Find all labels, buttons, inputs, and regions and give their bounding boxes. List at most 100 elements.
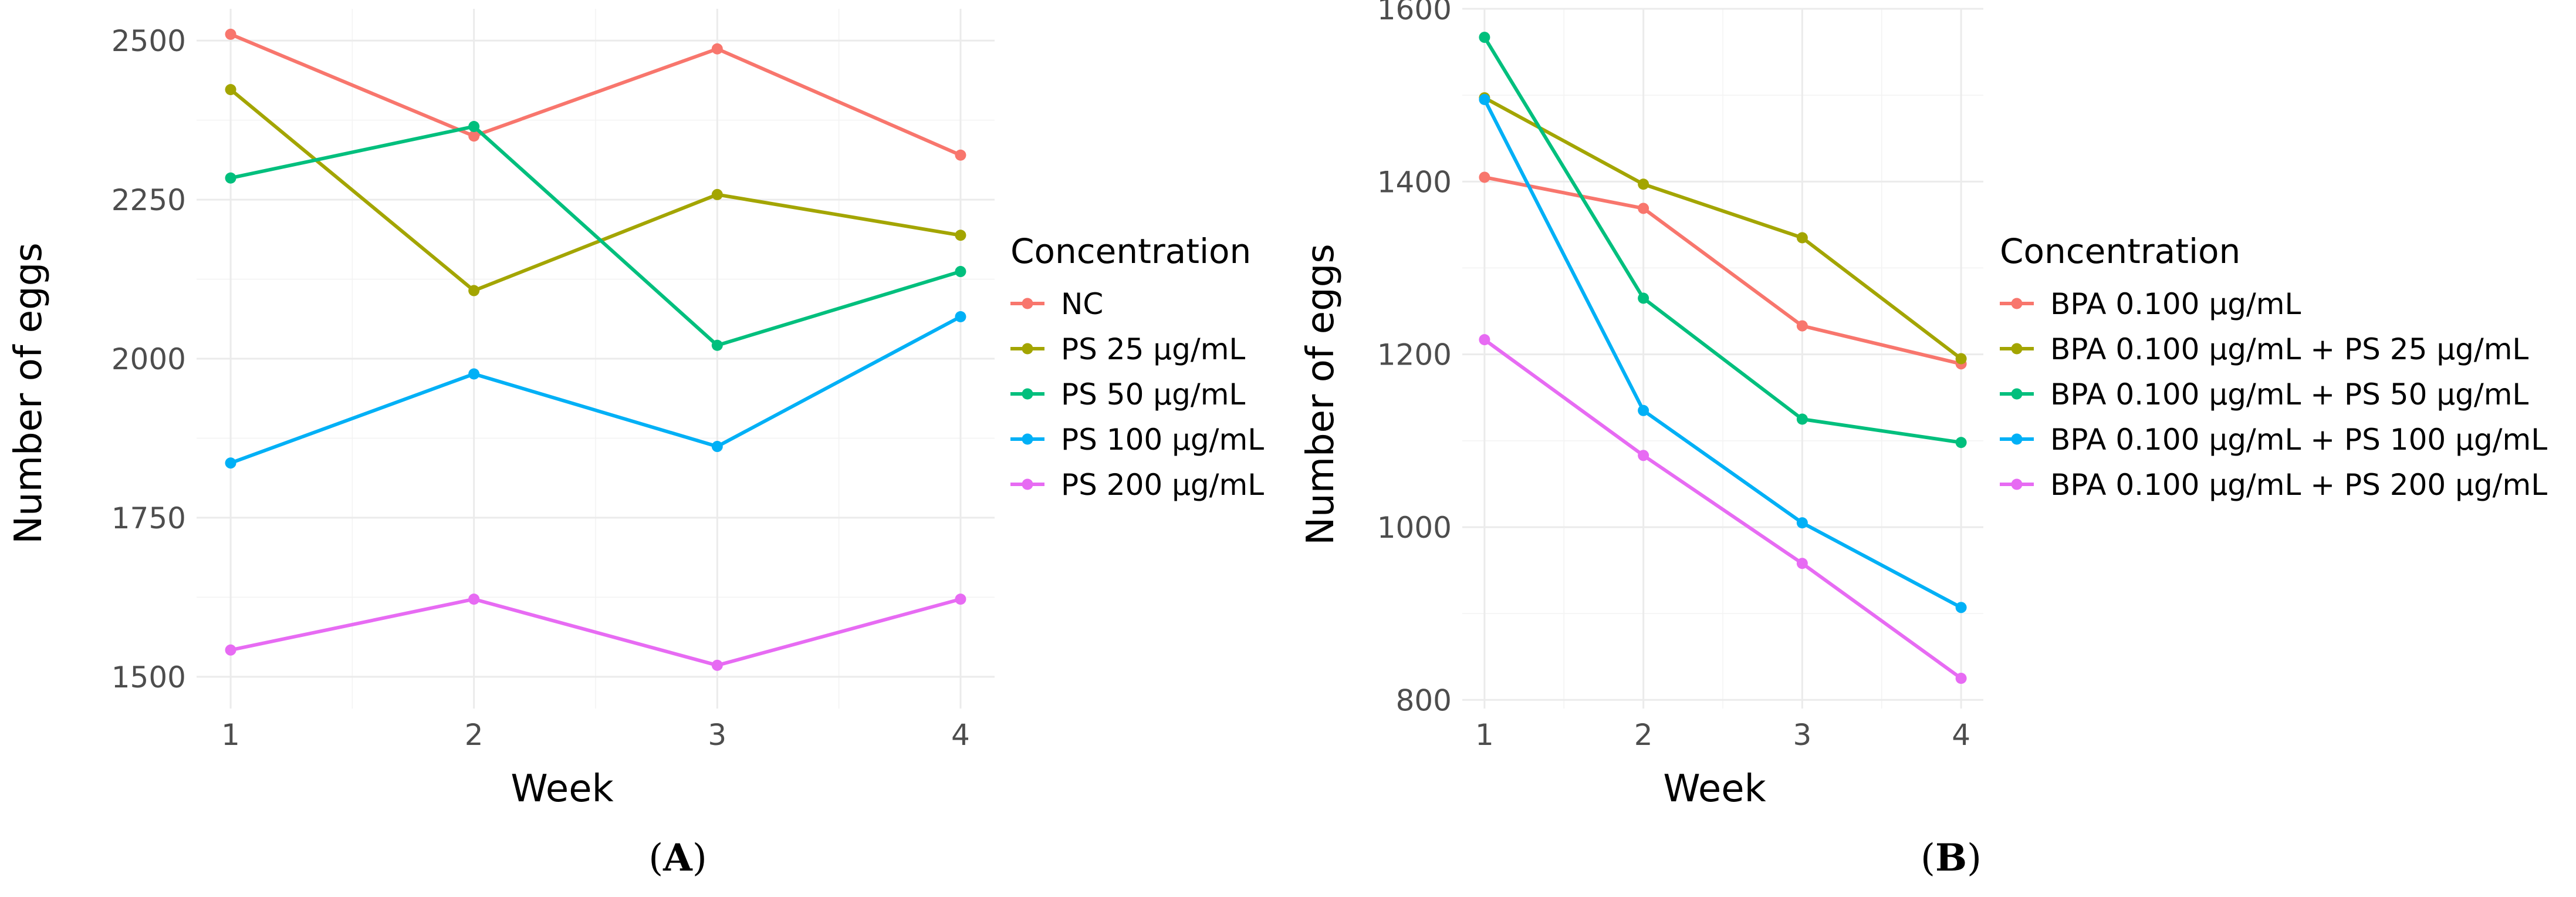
series-line-b-0 — [1484, 176, 1962, 366]
legend-title-b: Concentration — [2000, 231, 2240, 271]
data-point-b-3 — [1479, 94, 1490, 106]
data-point-b-2 — [1796, 413, 1808, 425]
legend-swatch-point — [1022, 433, 1033, 445]
y-tick-label-b: 1400 — [1377, 165, 1452, 199]
data-point-a-4 — [955, 593, 966, 605]
legend-item-a-2: PS 50 µg/mL — [1010, 377, 1245, 412]
legend-item-b-0: BPA 0.100 µg/mL — [2000, 287, 2301, 321]
legend-item-b-3: BPA 0.100 µg/mL + PS 100 µg/mL — [2000, 423, 2547, 457]
legend-swatch-point — [2011, 298, 2023, 309]
legend-label: PS 50 µg/mL — [1061, 377, 1245, 412]
legend-label: PS 25 µg/mL — [1061, 332, 1245, 366]
panel-label-b: (B) — [1921, 836, 1982, 880]
legend-label: BPA 0.100 µg/mL + PS 50 µg/mL — [2050, 377, 2528, 412]
legend-swatch-point — [1022, 343, 1033, 355]
y-tick-label-a: 1750 — [111, 501, 186, 535]
data-point-a-1 — [955, 230, 966, 241]
data-point-a-1 — [468, 285, 480, 296]
data-point-b-0 — [1638, 203, 1649, 214]
x-ticks-b: 1 2 3 4 — [1475, 718, 1970, 752]
series-line-b-1 — [1483, 96, 1962, 360]
series-line-a-2 — [230, 124, 961, 348]
y-axis-title-b: Number of eggs — [1299, 244, 1343, 545]
x-tick-label-a: 4 — [951, 718, 970, 752]
legend-title-a: Concentration — [1010, 231, 1251, 271]
panel-label-a: (A) — [648, 836, 707, 880]
legend-item-a-3: PS 100 µg/mL — [1010, 423, 1264, 457]
data-point-b-4 — [1479, 334, 1490, 346]
legend-label: BPA 0.100 µg/mL — [2050, 287, 2301, 321]
data-point-a-4 — [711, 659, 723, 671]
y-tick-label-b: 1600 — [1377, 0, 1452, 26]
x-tick-label-b: 3 — [1793, 718, 1811, 752]
data-point-b-3 — [1796, 517, 1808, 529]
y-tick-label-b: 1000 — [1377, 511, 1452, 545]
data-point-a-3 — [711, 441, 723, 453]
data-point-a-1 — [225, 84, 236, 96]
data-point-a-2 — [225, 172, 236, 184]
x-tick-label-a: 3 — [708, 718, 726, 752]
chart-panel-b: 800 1000 1200 1400 1600 1 2 3 4 Week Number of … — [1299, 0, 2547, 880]
data-point-b-2 — [1955, 437, 1967, 448]
data-point-a-4 — [468, 593, 480, 605]
grid-b — [1462, 8, 1983, 709]
y-tick-label-b: 1200 — [1377, 338, 1452, 372]
data-point-a-3 — [225, 457, 236, 469]
y-tick-label-a: 2500 — [111, 24, 186, 58]
data-point-a-1 — [711, 188, 723, 200]
data-point-a-2 — [955, 266, 966, 278]
grid-a — [197, 9, 995, 709]
data-point-b-4 — [1955, 672, 1967, 684]
x-axis-title-b: Week — [1663, 767, 1766, 811]
data-point-a-0 — [225, 28, 236, 40]
series-line-b-4 — [1483, 338, 1962, 680]
legend-swatch-point — [2011, 343, 2023, 355]
legend-item-a-1: PS 25 µg/mL — [1010, 332, 1245, 366]
legend-swatch-point — [1022, 298, 1033, 309]
y-tick-label-a: 1500 — [111, 660, 186, 694]
data-point-b-4 — [1796, 558, 1808, 569]
data-point-b-1 — [1638, 178, 1649, 190]
legend-item-b-4: BPA 0.100 µg/mL + PS 200 µg/mL — [2000, 468, 2547, 502]
x-axis-title-a: Week — [511, 767, 613, 811]
series-line-b-3 — [1483, 99, 1962, 609]
legend-item-a-0: NC — [1010, 287, 1103, 321]
y-ticks-b: 800 1000 1200 1400 1600 — [1377, 0, 1452, 717]
data-point-a-0 — [711, 43, 723, 55]
x-tick-label-b: 2 — [1634, 718, 1653, 752]
x-tick-label-b: 1 — [1475, 718, 1494, 752]
data-point-b-0 — [1479, 171, 1490, 183]
legend-label: BPA 0.100 µg/mL + PS 100 µg/mL — [2050, 423, 2547, 457]
data-point-b-0 — [1796, 320, 1808, 332]
data-point-a-4 — [225, 644, 236, 656]
legend-item-b-2: BPA 0.100 µg/mL + PS 50 µg/mL — [2000, 377, 2528, 412]
chart-panel-a: 1500 1750 2000 2250 2500 1 2 3 4 Week Number of… — [7, 9, 1264, 880]
panel-letter-b: B — [1935, 836, 1967, 880]
data-point-b-4 — [1638, 450, 1649, 461]
series-line-a-3 — [230, 315, 962, 465]
legend-swatch-point — [1022, 388, 1033, 400]
legend-label: NC — [1061, 287, 1103, 321]
legend-label: BPA 0.100 µg/mL + PS 200 µg/mL — [2050, 468, 2547, 502]
y-tick-label-a: 2000 — [111, 342, 186, 376]
legend-swatch-point — [2011, 478, 2023, 490]
series-line-a-1 — [229, 88, 961, 293]
series-b — [1479, 32, 1967, 684]
series-line-a-4 — [230, 597, 961, 667]
legend-item-b-1: BPA 0.100 µg/mL + PS 25 µg/mL — [2000, 332, 2528, 366]
legend-b: Concentration BPA 0.100 µg/mL BPA 0.100 µ… — [2000, 231, 2547, 502]
data-point-a-3 — [955, 311, 966, 322]
series-a — [225, 28, 966, 671]
legend-item-a-4: PS 200 µg/mL — [1010, 468, 1264, 502]
legend-label: PS 100 µg/mL — [1061, 423, 1264, 457]
data-point-a-2 — [468, 120, 480, 132]
x-tick-label-a: 2 — [465, 718, 484, 752]
series-line-a-0 — [229, 32, 962, 157]
y-axis-title-a: Number of eggs — [7, 242, 50, 544]
legend-swatch-point — [2011, 388, 2023, 400]
x-tick-label-a: 1 — [221, 718, 240, 752]
data-point-b-2 — [1638, 292, 1649, 304]
data-point-b-2 — [1479, 32, 1490, 43]
legend-a: Concentration NC PS 25 µg/mL PS 50 µg/mL PS… — [1010, 231, 1264, 502]
